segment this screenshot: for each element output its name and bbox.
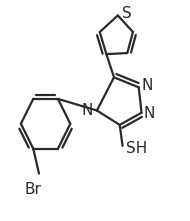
Text: Br: Br	[25, 182, 42, 197]
Text: SH: SH	[126, 141, 148, 156]
Text: N: N	[82, 103, 93, 118]
Text: N: N	[142, 78, 153, 93]
Text: S: S	[122, 6, 131, 21]
Text: N: N	[143, 106, 155, 121]
